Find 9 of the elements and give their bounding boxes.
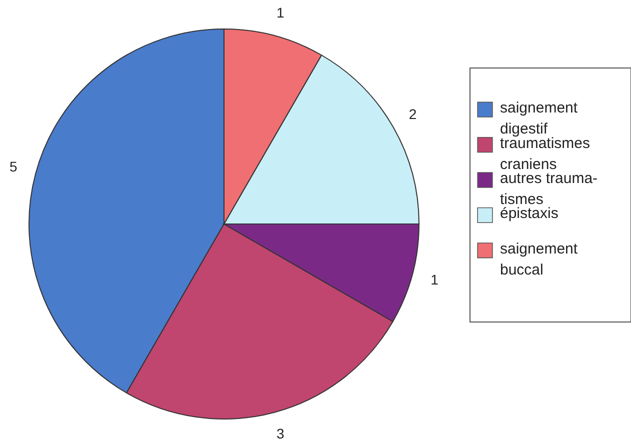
data-label: 2	[408, 106, 417, 122]
data-label: 3	[276, 426, 285, 442]
legend-label: saignement buccal	[500, 240, 578, 278]
data-label: 5	[10, 158, 18, 175]
data-label: 1	[430, 271, 439, 288]
legend-label: épistaxis	[500, 205, 558, 222]
legend-label: autres trauma- tismes	[500, 170, 598, 208]
legend-label: saignement digestif	[500, 100, 578, 138]
data-label: 1	[276, 4, 285, 20]
